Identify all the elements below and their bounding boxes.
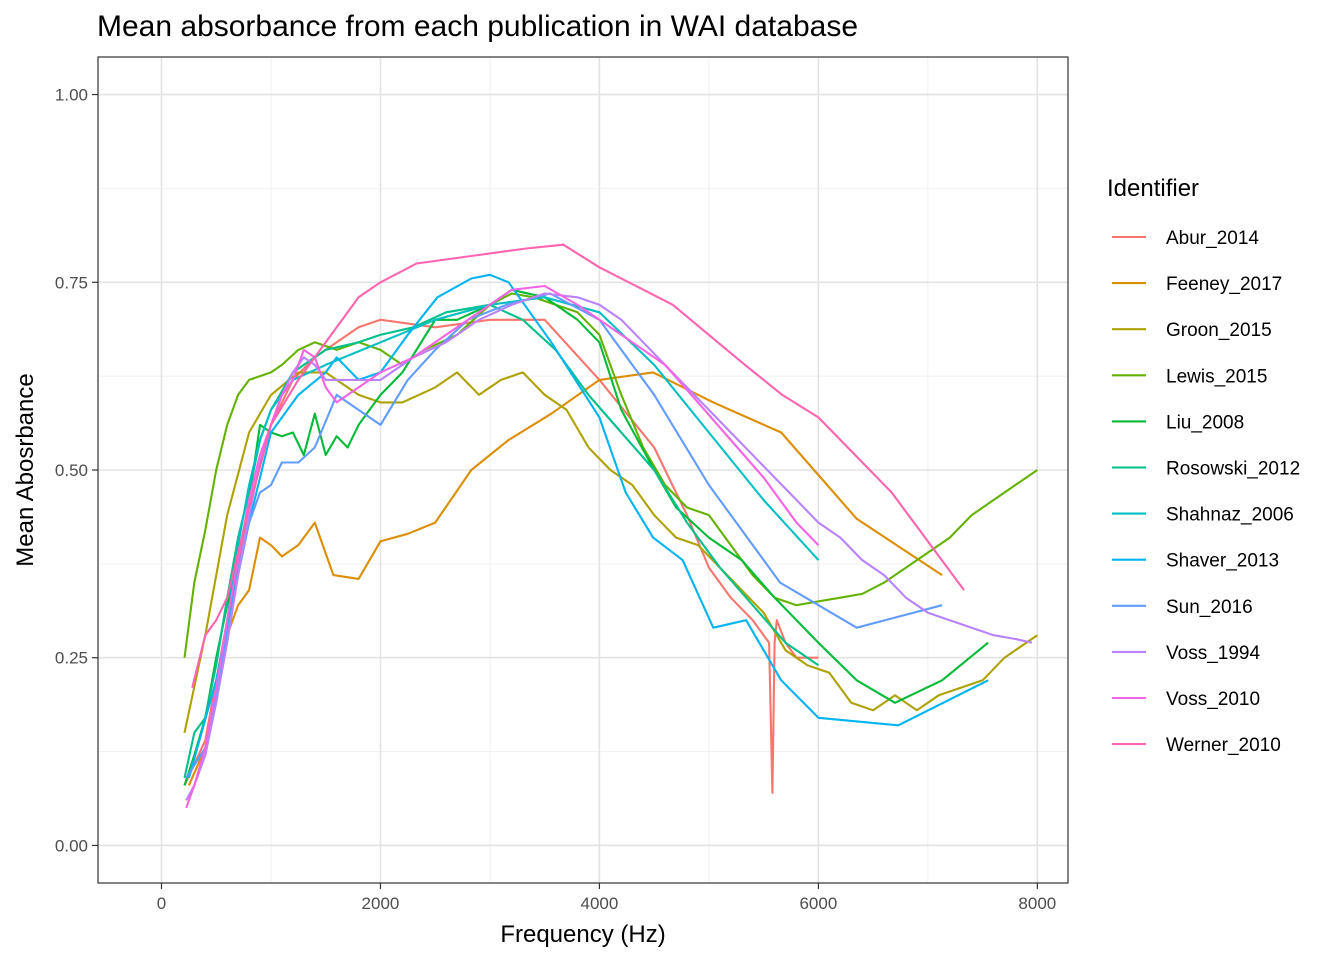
legend-label-Lewis_2015: Lewis_2015 (1166, 366, 1267, 387)
x-axis-title: Frequency (Hz) (500, 921, 665, 948)
x-tick-label: 8000 (1018, 894, 1056, 913)
legend-label-Liu_2008: Liu_2008 (1166, 412, 1244, 433)
legend-label-Feeney_2017: Feeney_2017 (1166, 274, 1282, 295)
y-tick-label: 1.00 (55, 86, 88, 105)
legend-label-Groon_2015: Groon_2015 (1166, 320, 1272, 341)
legend-label-Sun_2016: Sun_2016 (1166, 597, 1253, 618)
series-line-Lewis_2015 (183, 292, 1038, 658)
chart-title: Mean absorbance from each publication in… (97, 10, 858, 43)
y-tick-label: 0.00 (55, 836, 88, 855)
legend-label-Voss_2010: Voss_2010 (1166, 689, 1260, 710)
legend-label-Abur_2014: Abur_2014 (1166, 228, 1259, 249)
x-tick-label: 0 (157, 894, 166, 913)
legend-title: Identifier (1107, 175, 1199, 202)
series-line-Shaver_2013 (187, 273, 989, 779)
x-axis: 0 2000 4000 6000 8000 (157, 883, 1056, 913)
y-tick-label: 0.50 (55, 461, 88, 480)
legend-label-Voss_1994: Voss_1994 (1166, 643, 1260, 664)
series-line-Voss_2010 (185, 284, 820, 809)
series-lines (183, 243, 1038, 809)
legend-label-Werner_2010: Werner_2010 (1166, 735, 1281, 756)
y-tick-label: 0.25 (55, 649, 88, 668)
legend-label-Rosowski_2012: Rosowski_2012 (1166, 459, 1300, 480)
x-tick-label: 6000 (799, 894, 837, 913)
y-axis-title: Mean Abosrbance (12, 373, 39, 566)
y-axis: 0.00 0.25 0.50 0.75 1.00 (55, 86, 98, 855)
x-tick-label: 4000 (581, 894, 619, 913)
legend-label-Shahnaz_2006: Shahnaz_2006 (1166, 505, 1294, 526)
legend-items: Abur_2014 Feeney_2017 Groon_2015 Lewis_2015… (1112, 228, 1300, 756)
legend: Identifier Abur_2014 Feeney_2017 Groon_201… (1107, 175, 1300, 756)
series-line-Werner_2010 (191, 243, 965, 689)
y-tick-label: 0.75 (55, 273, 88, 292)
x-tick-label: 2000 (362, 894, 400, 913)
legend-label-Shaver_2013: Shaver_2013 (1166, 551, 1279, 572)
